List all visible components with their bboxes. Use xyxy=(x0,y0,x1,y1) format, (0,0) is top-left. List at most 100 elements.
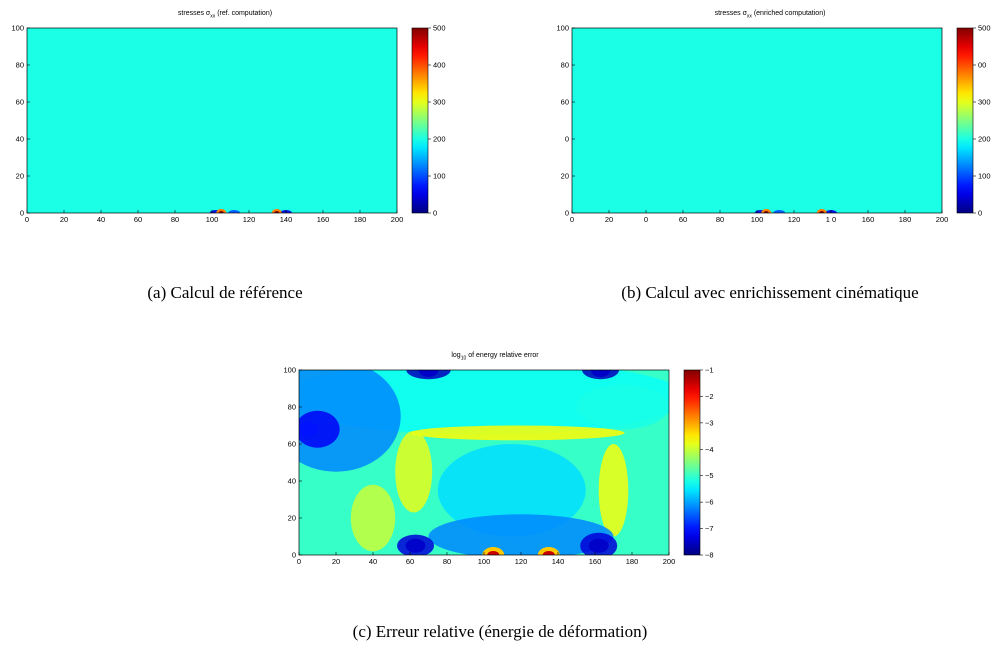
panel-c-caption: (c) Erreur relative (énergie de déformat… xyxy=(352,622,648,641)
panel-a-caption: (a) Calcul de référence xyxy=(147,283,303,302)
y-tick-label: 100 xyxy=(11,24,24,33)
x-tick-label: 140 xyxy=(552,557,565,566)
field-region xyxy=(410,425,625,441)
y-tick-label: 60 xyxy=(288,440,296,449)
colorbar-tick-label: 200 xyxy=(978,135,991,144)
low-spot xyxy=(228,210,241,213)
colorbar-tick-label: −3 xyxy=(705,418,714,427)
y-tick-label: 40 xyxy=(288,477,296,486)
colorbar-tick-label: −4 xyxy=(705,445,714,454)
y-tick-label: 60 xyxy=(16,98,24,107)
y-tick-label: 40 xyxy=(16,135,24,144)
x-tick-label: 60 xyxy=(134,215,142,224)
field-region xyxy=(299,410,340,448)
panel-b-plot: 0 20 0 60 80 100 120 1 0 160 180 20002006080100010… xyxy=(556,24,991,225)
colorbar-tick-label: 300 xyxy=(978,98,991,107)
colorbar-tick-label: 100 xyxy=(433,172,446,181)
y-tick-label: 80 xyxy=(288,403,296,412)
panel-b-caption: (b) Calcul avec enrichissement cinématiq… xyxy=(621,283,919,302)
x-tick-label: 100 xyxy=(478,557,491,566)
field-region xyxy=(299,370,401,472)
field-region xyxy=(437,444,586,537)
y-tick-label: 20 xyxy=(16,172,24,181)
x-tick-label: 200 xyxy=(663,557,676,566)
colorbar-tick-label: −8 xyxy=(705,551,714,560)
panel-c-plot: 0 20 40 60 80 100 120 140 160 180 200 0 20 40 60 80 100 −… xyxy=(283,366,714,567)
y-tick-label: 0 xyxy=(565,135,569,144)
x-tick-label: 20 xyxy=(332,557,340,566)
colorbar xyxy=(683,369,701,556)
x-tick-label: 40 xyxy=(369,557,377,566)
y-tick-label: 20 xyxy=(288,514,296,523)
colorbar-tick-label: 500 xyxy=(433,24,446,33)
y-tick-label: 100 xyxy=(556,24,569,33)
x-tick-label: 120 xyxy=(243,215,256,224)
x-tick-label: 0 xyxy=(570,215,574,224)
colorbar-tick-label: 400 xyxy=(433,61,446,70)
panel-b-title: stresses σxx (enriched computation) xyxy=(714,10,826,20)
field-region xyxy=(350,484,396,552)
field-layer xyxy=(209,209,292,213)
low-spot xyxy=(590,370,611,377)
low-spot xyxy=(588,538,609,553)
x-tick-label: 0 xyxy=(644,215,648,224)
x-tick-label: 160 xyxy=(317,215,330,224)
x-tick-label: 100 xyxy=(751,215,764,224)
colorbar-tick-label: 100 xyxy=(978,172,991,181)
low-spot xyxy=(405,538,426,553)
x-tick-label: 80 xyxy=(171,215,179,224)
x-tick-label: 1 0 xyxy=(826,215,836,224)
colorbar-tick-label: −2 xyxy=(705,392,714,401)
colorbar-tick-label: −1 xyxy=(705,366,714,375)
panel-a-title: stresses σxx (ref. computation) xyxy=(177,10,273,20)
hot-spot xyxy=(274,211,280,213)
low-spot xyxy=(418,370,439,377)
y-tick-label: 80 xyxy=(561,61,569,70)
y-tick-label: 80 xyxy=(16,61,24,70)
hot-spot xyxy=(542,551,555,555)
x-tick-label: 60 xyxy=(406,557,414,566)
colorbar-tick-label: −7 xyxy=(705,524,714,533)
x-tick-label: 200 xyxy=(936,215,949,224)
x-tick-label: 200 xyxy=(391,215,404,224)
field-region xyxy=(598,444,629,537)
panel-c-title: log10 of energy relative error xyxy=(451,352,539,362)
hot-spot xyxy=(763,211,769,213)
colorbar xyxy=(411,27,429,214)
colorbar-tick-label: 0 xyxy=(978,209,982,218)
colorbar-tick-label: −6 xyxy=(705,498,714,507)
hot-spot xyxy=(218,211,224,213)
x-tick-label: 180 xyxy=(899,215,912,224)
y-tick-label: 0 xyxy=(20,209,24,218)
x-tick-label: 160 xyxy=(862,215,875,224)
colorbar-tick-label: 500 xyxy=(978,24,991,33)
hot-spot xyxy=(487,551,500,555)
x-tick-label: 80 xyxy=(716,215,724,224)
field-region xyxy=(428,514,614,555)
x-tick-label: 20 xyxy=(60,215,68,224)
x-tick-label: 120 xyxy=(515,557,528,566)
field-region xyxy=(576,384,669,430)
x-tick-label: 80 xyxy=(443,557,451,566)
panel-a-plot: 0 20 40 60 80 100 120 140 160 180 200 0 20 40 60 80 100 0… xyxy=(11,24,446,225)
x-tick-label: 20 xyxy=(605,215,613,224)
low-spot xyxy=(299,422,319,437)
x-tick-label: 140 xyxy=(280,215,293,224)
field-background xyxy=(572,28,942,213)
colorbar-tick-label: 300 xyxy=(433,98,446,107)
field-background xyxy=(27,28,397,213)
field-region xyxy=(395,431,433,513)
colorbar-tick-label: 0 xyxy=(433,209,437,218)
y-tick-label: 0 xyxy=(292,551,296,560)
colorbar-tick-label: −5 xyxy=(705,471,714,480)
x-tick-label: 120 xyxy=(788,215,801,224)
x-tick-label: 0 xyxy=(25,215,29,224)
y-tick-label: 20 xyxy=(561,172,569,181)
x-tick-label: 180 xyxy=(626,557,639,566)
x-tick-label: 180 xyxy=(354,215,367,224)
y-tick-label: 60 xyxy=(561,98,569,107)
x-tick-label: 40 xyxy=(97,215,105,224)
field-layer xyxy=(299,370,669,555)
x-tick-label: 100 xyxy=(206,215,219,224)
x-tick-label: 0 xyxy=(297,557,301,566)
